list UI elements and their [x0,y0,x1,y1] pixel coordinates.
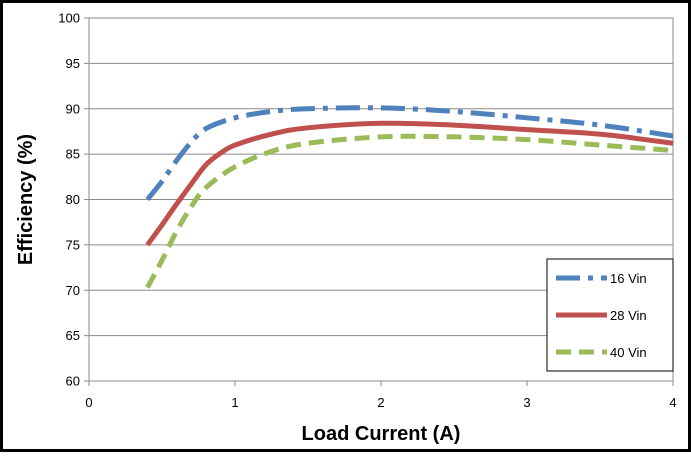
y-tick-label: 60 [66,374,80,389]
y-tick-label: 65 [66,328,80,343]
series-line-40-vin [145,133,674,289]
x-tick-label: 4 [669,395,676,410]
legend-label-40-vin: 40 Vin [610,345,647,360]
y-tick-label: 80 [66,192,80,207]
y-tick-label: 90 [66,101,80,116]
x-tick-label: 1 [231,395,238,410]
legend-label-28-vin: 28 Vin [610,308,647,323]
y-tick-label: 70 [66,283,80,298]
series-line-16-vin [145,105,674,202]
x-axis-title: Load Current (A) [302,423,461,445]
x-tick-label: 0 [85,395,92,410]
y-tick-label: 100 [58,11,80,26]
y-axis-title: Efficiency (%) [15,134,37,265]
y-tick-label: 95 [66,56,80,71]
series-lines [145,105,674,289]
series-line-28-vin [145,120,674,247]
legend-label-16-vin: 16 Vin [610,271,647,286]
x-tick-label: 3 [523,395,530,410]
y-tick-label: 85 [66,147,80,162]
y-tick-label: 75 [66,237,80,252]
tick-labels: 60 65 70 75 80 85 90 95 100 0 1 2 3 4 [58,11,676,411]
x-tick-label: 2 [377,395,384,410]
axes [84,17,674,386]
legend: 16 Vin 28 Vin 40 Vin [546,258,674,372]
